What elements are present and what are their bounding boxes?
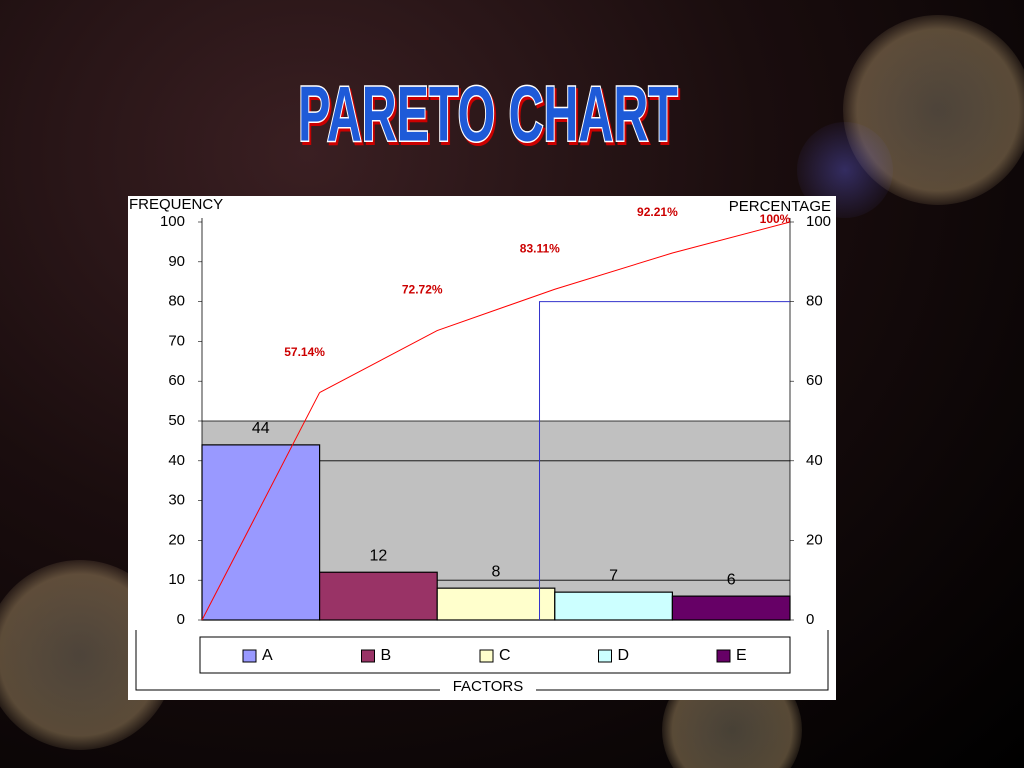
bar	[436, 587, 556, 621]
y-tick-label: 100	[160, 213, 185, 230]
y-tick-label: 0	[177, 611, 185, 628]
y-tick-label: 10	[168, 571, 185, 588]
data-label: 8	[492, 563, 501, 580]
line-label: 72.72%	[402, 283, 443, 297]
legend-label: A	[262, 647, 273, 664]
cutoff-guide	[539, 301, 790, 620]
y2-axis-label: PERCENTAGE	[729, 198, 831, 215]
legend-label: C	[499, 647, 511, 664]
x-axis-bracket	[135, 630, 440, 691]
bar	[554, 591, 673, 621]
y2-tick-label: 80	[806, 293, 823, 310]
data-label: 44	[252, 420, 270, 437]
legend-box	[199, 636, 791, 674]
y2-tick-label: 20	[806, 531, 823, 548]
line-label: 83.11%	[520, 241, 560, 255]
x-axis-label: FACTORS	[453, 678, 524, 695]
legend-swatch	[479, 649, 494, 663]
y-tick-label: 50	[168, 412, 185, 429]
legend-swatch	[242, 649, 257, 663]
y2-tick-label: 0	[806, 611, 814, 628]
x-axis-bracket	[536, 630, 829, 691]
cumulative-line	[319, 221, 791, 394]
y-axis-label: FREQUENCY	[129, 196, 223, 213]
y2-tick-label: 60	[806, 372, 823, 389]
legend-label: D	[618, 647, 630, 664]
y-tick-label: 20	[168, 531, 185, 548]
line-label: 57.14%	[284, 345, 325, 359]
legend-swatch	[716, 649, 731, 663]
line-start	[201, 392, 321, 621]
legend-label: B	[381, 647, 392, 664]
y-tick-label: 80	[168, 293, 185, 310]
y2-tick-label: 100	[806, 213, 831, 230]
y-tick-label: 60	[168, 372, 185, 389]
bar	[671, 595, 791, 621]
data-label: 6	[727, 571, 736, 588]
y-tick-label: 90	[168, 253, 185, 270]
legend-swatch	[598, 649, 612, 663]
legend-swatch	[361, 649, 375, 663]
y-tick-label: 70	[168, 332, 185, 349]
bokeh	[797, 122, 893, 218]
bar	[201, 444, 321, 621]
y2-tick-label: 40	[806, 452, 823, 469]
line-label: 100%	[760, 212, 791, 226]
y-tick-label: 30	[168, 492, 185, 509]
bar	[319, 571, 438, 621]
data-label: 12	[370, 547, 388, 564]
legend-label: E	[736, 647, 747, 664]
slide-title: PARETO CHART	[298, 70, 678, 158]
plot: 0 10 20 30 40 50 60 70 80 90 100 0 20 40 60 80 100 44 12 8 7…	[160, 205, 831, 628]
line-label: 92.21%	[637, 205, 678, 219]
y-tick-label: 40	[168, 452, 185, 469]
data-label: 7	[609, 567, 618, 584]
